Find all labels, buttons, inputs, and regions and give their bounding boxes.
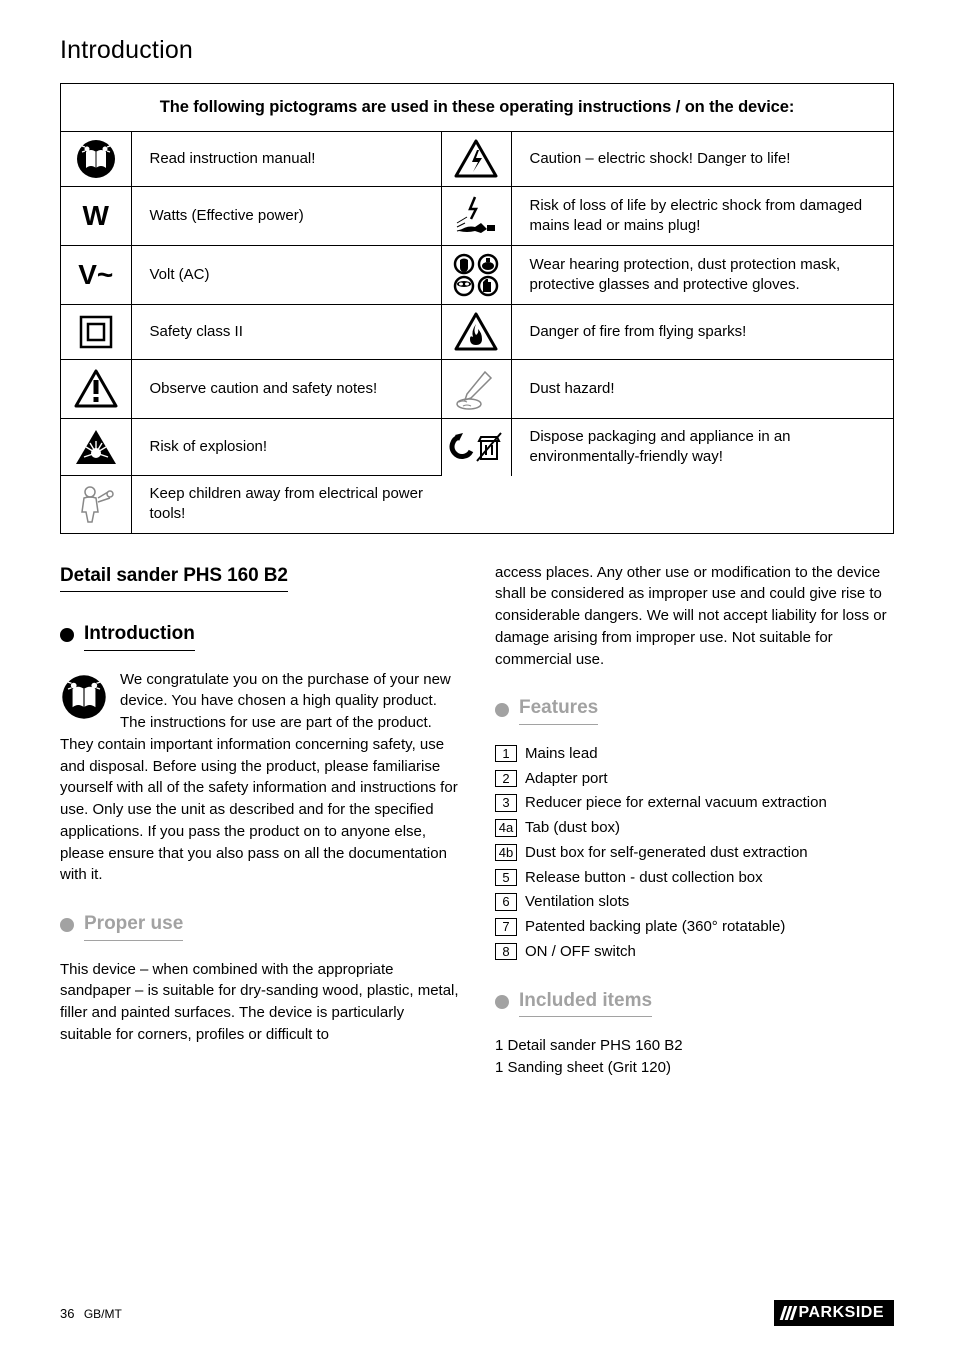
footer-page-info: 36 GB/MT	[60, 1306, 122, 1321]
feature-text: ON / OFF switch	[525, 941, 636, 963]
caution-triangle-icon	[61, 360, 131, 419]
list-item: 2 Adapter port	[495, 768, 894, 790]
list-item: 1 Mains lead	[495, 743, 894, 765]
ref-box: 1	[495, 745, 517, 763]
class2-icon	[61, 305, 131, 360]
pictogram-desc: Volt (AC)	[131, 246, 441, 305]
list-item: 4b Dust box for self-generated dust extra…	[495, 842, 894, 864]
ref-box: 4a	[495, 819, 517, 837]
bullet-icon	[495, 995, 509, 1009]
table-row: V~ Volt (AC) Wear hearing protection, du…	[61, 246, 893, 305]
section-heading-proper-use: Proper use	[60, 910, 459, 941]
recycle-icon	[441, 419, 511, 476]
table-row: Risk of explosion! Dispose packaging and…	[61, 419, 893, 476]
pictogram-desc: Safety class II	[131, 305, 441, 360]
bullet-icon	[60, 628, 74, 642]
feature-text: Reducer piece for external vacuum extrac…	[525, 792, 827, 814]
left-column: Detail sander PHS 160 B2 Introduction We…	[60, 562, 459, 1079]
list-item: 8 ON / OFF switch	[495, 941, 894, 963]
introduction-body: We congratulate you on the purchase of y…	[60, 671, 458, 884]
section-heading-included: Included items	[495, 987, 894, 1018]
pictogram-desc: Observe caution and safety notes!	[131, 360, 441, 419]
included-line: 1 Detail sander PHS 160 B2	[495, 1035, 894, 1057]
introduction-paragraph: We congratulate you on the purchase of y…	[60, 669, 459, 887]
table-row: Observe caution and safety notes! Dust h…	[61, 360, 893, 419]
pictogram-desc: Dust hazard!	[511, 360, 893, 419]
feature-text: Dust box for self-generated dust extract…	[525, 842, 808, 864]
brand-logo: PARKSIDE	[774, 1300, 895, 1326]
proper-use-body-left: This device – when combined with the app…	[60, 959, 459, 1046]
pictogram-desc: Dispose packaging and appliance in an en…	[511, 419, 893, 476]
pictogram-desc: Danger of fire from flying sparks!	[511, 305, 893, 360]
list-item: 6 Ventilation slots	[495, 891, 894, 913]
keep-children-icon	[61, 476, 131, 533]
pictogram-heading: The following pictograms are used in the…	[61, 84, 893, 132]
page-footer: 36 GB/MT PARKSIDE	[60, 1300, 894, 1326]
right-column: access places. Any other use or modifica…	[495, 562, 894, 1079]
volt-ac-icon: V~	[61, 246, 131, 305]
table-row: Safety class II Danger of fire from flyi…	[61, 305, 893, 360]
explosion-icon	[61, 419, 131, 476]
section-label: Introduction	[84, 620, 195, 651]
pictogram-table: Read instruction manual! Caution – elect…	[61, 132, 893, 533]
pictogram-desc: Watts (Effective power)	[131, 187, 441, 246]
product-title: Detail sander PHS 160 B2	[60, 562, 288, 593]
ref-box: 5	[495, 869, 517, 887]
feature-text: Patented backing plate (360° rotatable)	[525, 916, 785, 938]
pictogram-desc: Risk of loss of life by electric shock f…	[511, 187, 893, 246]
pictogram-desc: Risk of explosion!	[131, 419, 441, 476]
fire-triangle-icon	[441, 305, 511, 360]
pictogram-desc: Wear hearing protection, dust protection…	[511, 246, 893, 305]
page-title: Introduction	[60, 36, 894, 65]
pictogram-box: The following pictograms are used in the…	[60, 83, 894, 534]
feature-text: Release button - dust collection box	[525, 867, 763, 889]
footer-locale: GB/MT	[84, 1307, 122, 1321]
ref-box: 8	[495, 943, 517, 961]
section-label: Proper use	[84, 910, 183, 941]
ref-box: 2	[495, 770, 517, 788]
proper-use-body-right: access places. Any other use or modifica…	[495, 562, 894, 671]
pictogram-desc: Read instruction manual!	[131, 132, 441, 187]
ref-box: 3	[495, 794, 517, 812]
features-list: 1 Mains lead 2 Adapter port 3 Reducer piece…	[495, 743, 894, 963]
table-row: Keep children away from electrical power…	[61, 476, 893, 533]
manual-icon	[61, 132, 131, 187]
manual-icon	[60, 673, 108, 728]
pictogram-desc: Caution – electric shock! Danger to life…	[511, 132, 893, 187]
feature-text: Mains lead	[525, 743, 598, 765]
ppe-icon	[441, 246, 511, 305]
bullet-icon	[495, 703, 509, 717]
feature-text: Ventilation slots	[525, 891, 629, 913]
ref-box: 4b	[495, 844, 517, 862]
list-item: 4a Tab (dust box)	[495, 817, 894, 839]
shock-triangle-icon	[441, 132, 511, 187]
feature-text: Tab (dust box)	[525, 817, 620, 839]
pictogram-desc: Keep children away from electrical power…	[131, 476, 441, 533]
watts-icon: W	[61, 187, 131, 246]
section-heading-introduction: Introduction	[60, 620, 459, 651]
dust-hazard-icon	[441, 360, 511, 419]
list-item: 3 Reducer piece for external vacuum extra…	[495, 792, 894, 814]
ref-box: 6	[495, 893, 517, 911]
plug-shock-icon	[441, 187, 511, 246]
list-item: 5 Release button - dust collection box	[495, 867, 894, 889]
list-item: 7 Patented backing plate (360° rotatable)	[495, 916, 894, 938]
brand-name: PARKSIDE	[799, 1304, 885, 1322]
page-number: 36	[60, 1306, 74, 1321]
section-label: Features	[519, 694, 598, 725]
content-columns: Detail sander PHS 160 B2 Introduction We…	[60, 562, 894, 1079]
brand-stripes-icon	[779, 1306, 797, 1320]
bullet-icon	[60, 918, 74, 932]
included-line: 1 Sanding sheet (Grit 120)	[495, 1057, 894, 1079]
table-row: W Watts (Effective power) Risk of loss o…	[61, 187, 893, 246]
feature-text: Adapter port	[525, 768, 608, 790]
section-label: Included items	[519, 987, 652, 1018]
table-row: Read instruction manual! Caution – elect…	[61, 132, 893, 187]
section-heading-features: Features	[495, 694, 894, 725]
ref-box: 7	[495, 918, 517, 936]
